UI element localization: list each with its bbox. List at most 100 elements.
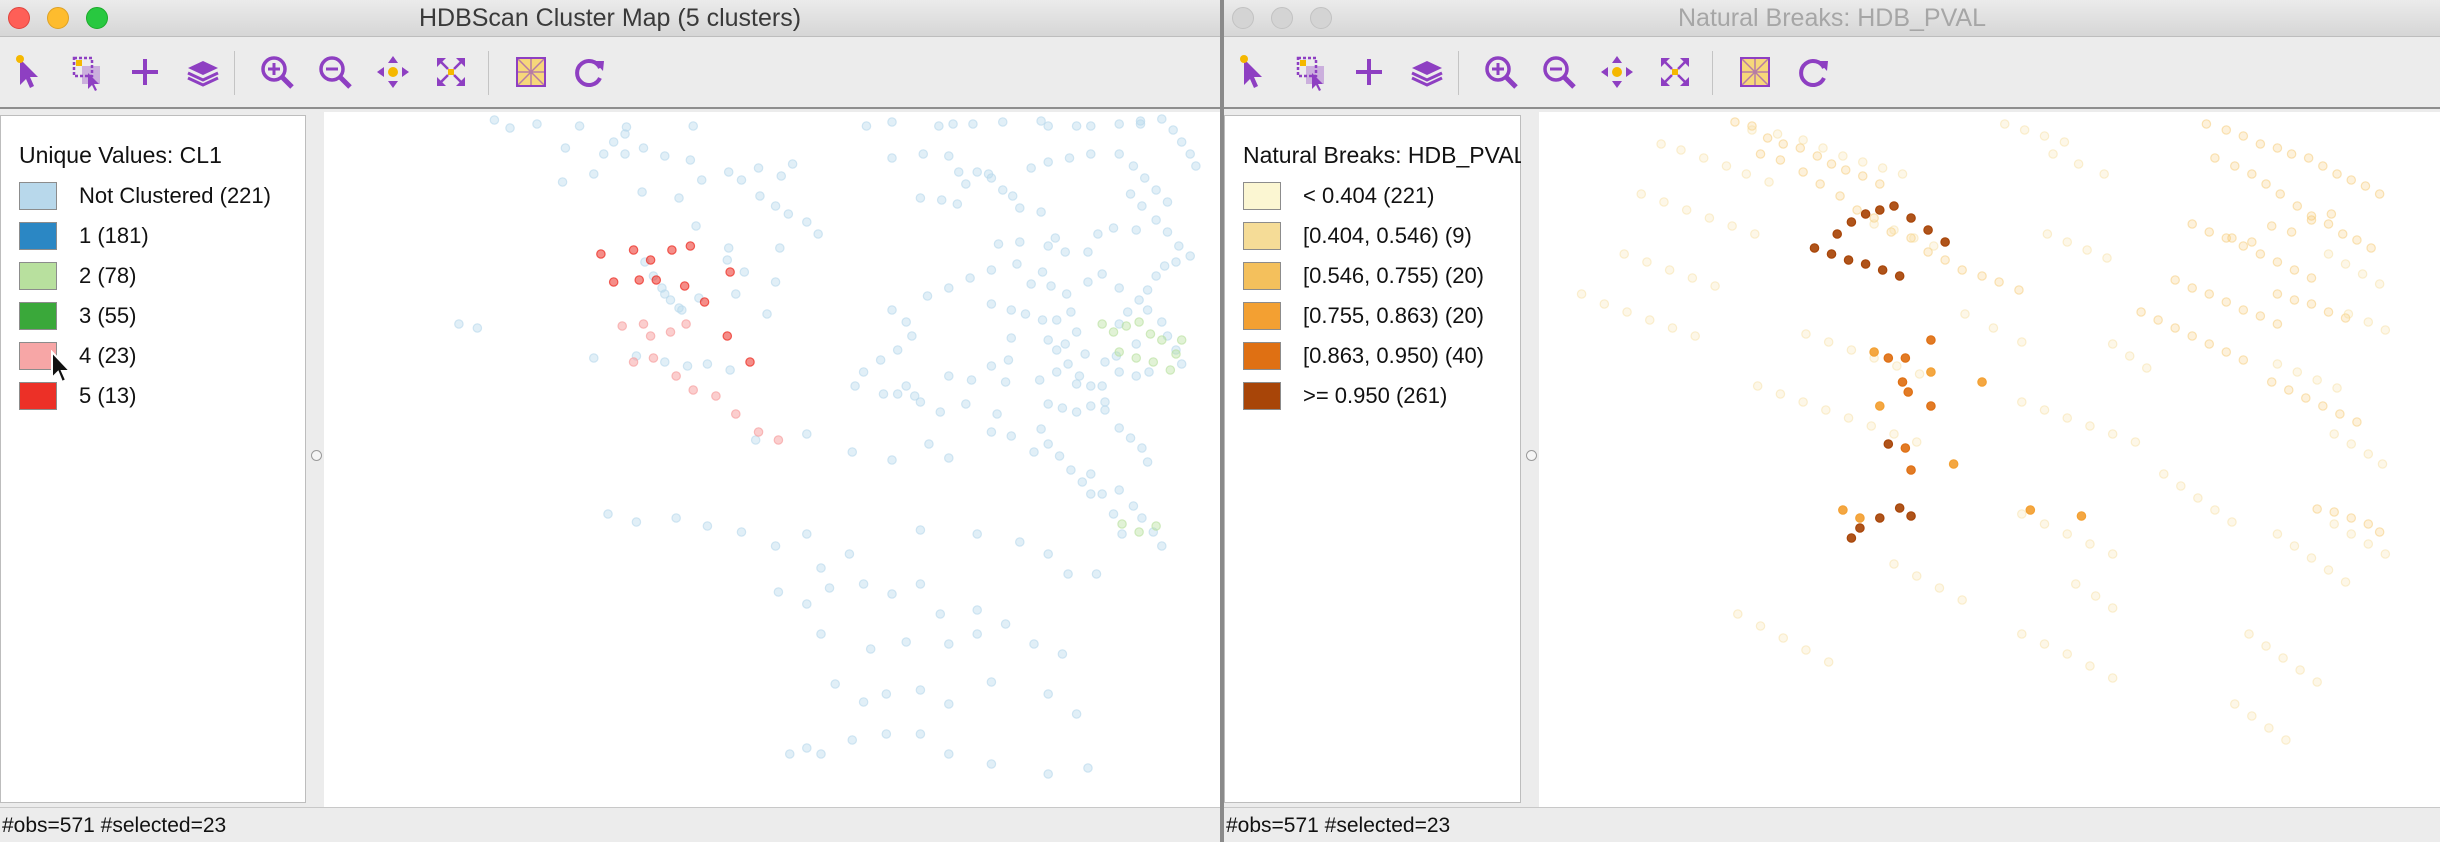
map-point[interactable] [892,345,903,355]
map-point[interactable] [2073,159,2084,169]
map-point[interactable] [1083,277,1093,287]
map-point[interactable] [2062,413,2073,423]
map-point[interactable] [1131,353,1142,363]
map-point[interactable] [1576,289,1587,299]
map-point[interactable] [1142,305,1153,315]
legend-swatch[interactable] [19,262,57,290]
map-point[interactable] [1940,255,1950,265]
map-point[interactable] [2312,677,2322,687]
map-point[interactable] [682,361,693,371]
map-point[interactable] [1151,185,1161,195]
map-point[interactable] [881,729,892,739]
map-point[interactable] [1185,149,1195,159]
map-point[interactable] [603,509,613,519]
map-point[interactable] [2238,305,2249,315]
map-point[interactable] [1134,527,1144,537]
legend-swatch[interactable] [19,382,57,410]
map-point[interactable] [1142,457,1153,467]
map-point[interactable] [858,367,869,377]
map-point[interactable] [858,579,869,589]
map-point[interactable] [784,749,795,759]
map-point[interactable] [2221,125,2232,135]
map-point[interactable] [1114,423,1124,433]
map-point[interactable] [787,159,798,169]
map-point[interactable] [2306,553,2317,563]
map-point[interactable] [986,427,997,437]
map-point[interactable] [915,397,926,407]
map-point[interactable] [637,187,647,197]
map-point[interactable] [667,245,677,255]
map-point[interactable] [887,117,897,127]
map-point[interactable] [1165,365,1176,375]
map-point[interactable] [1690,331,1700,341]
map-point[interactable] [915,579,926,589]
map-point[interactable] [2019,125,2030,135]
map-point[interactable] [2323,249,2334,259]
map-point[interactable] [645,255,656,265]
map-point[interactable] [2210,153,2220,163]
map-point[interactable] [887,153,897,163]
map-point[interactable] [2266,377,2277,387]
map-point[interactable] [816,563,826,573]
map-point[interactable] [598,149,609,159]
map-point[interactable] [2158,469,2169,479]
map-point[interactable] [1994,277,2004,287]
map-point[interactable] [621,122,632,132]
title-bar[interactable]: HDBScan Cluster Map (5 clusters) [0,0,1220,37]
map-point[interactable] [2374,189,2385,199]
map-point[interactable] [2238,131,2249,141]
map-point[interactable] [2085,661,2095,671]
map-point[interactable] [1043,335,1053,345]
layers-button[interactable] [1406,51,1448,93]
map-point[interactable] [1085,149,1096,159]
map-point[interactable] [657,283,667,293]
map-point[interactable] [1057,403,1068,413]
map-point[interactable] [2329,507,2339,517]
minimize-window-button[interactable] [47,7,69,29]
map-point[interactable] [2187,331,2197,341]
map-point[interactable] [1869,219,1879,229]
map-point[interactable] [1698,153,1709,163]
map-point[interactable] [1046,281,1056,291]
map-point[interactable] [1097,269,1107,279]
map-point[interactable] [725,365,735,375]
map-point[interactable] [1977,377,1987,387]
map-point[interactable] [968,119,978,129]
map-point[interactable] [1071,327,1082,337]
map-point[interactable] [901,317,911,327]
map-point[interactable] [2016,509,2027,519]
map-point[interactable] [2238,355,2249,365]
map-point[interactable] [1911,571,1922,581]
map-point[interactable] [773,435,784,445]
select-arrow-button[interactable] [8,51,50,93]
map-point[interactable] [1114,283,1124,293]
map-point[interactable] [783,209,794,219]
map-point[interactable] [634,275,645,285]
map-point[interactable] [1014,203,1025,213]
map-point[interactable] [736,527,747,537]
map-point[interactable] [918,149,929,159]
map-point[interactable] [801,429,812,439]
map-point[interactable] [2289,541,2300,551]
map-point[interactable] [1014,237,1025,247]
map-point[interactable] [1832,229,1842,239]
add-button[interactable] [124,51,166,93]
map-point[interactable] [2374,279,2385,289]
map-point[interactable] [861,121,872,131]
map-point[interactable] [1843,413,1854,423]
zoom-in-button[interactable] [256,51,298,93]
map-point[interactable] [679,281,690,291]
map-point[interactable] [972,605,982,615]
pan-button[interactable] [372,51,414,93]
refresh-button[interactable] [1792,51,1834,93]
map-point[interactable] [1741,169,1752,179]
map-point[interactable] [922,291,933,301]
map-point[interactable] [2210,505,2220,515]
map-point[interactable] [943,749,954,759]
map-point[interactable] [1869,347,1879,357]
map-point[interactable] [723,167,734,177]
map-point[interactable] [1835,191,1845,201]
map-point[interactable] [1900,443,1911,453]
add-button[interactable] [1348,51,1390,93]
map-point[interactable] [699,297,710,307]
